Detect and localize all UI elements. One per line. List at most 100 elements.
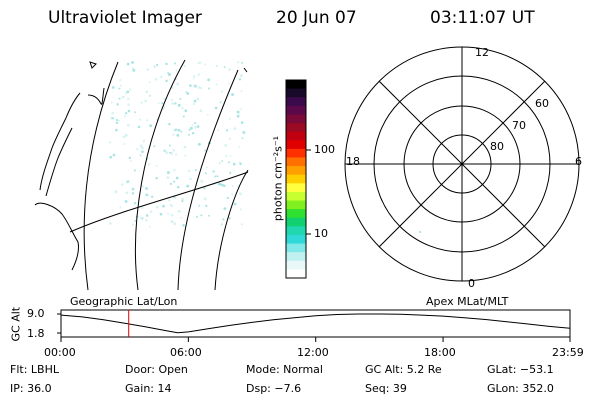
emission-dot — [145, 90, 149, 94]
emission-dot — [132, 68, 136, 72]
emission-dot — [127, 109, 131, 113]
emission-dot — [141, 217, 144, 220]
emission-dot — [218, 162, 222, 165]
emission-dot — [217, 182, 221, 186]
emission-dot — [193, 99, 197, 103]
emission-dot — [161, 102, 164, 105]
colorbar-segment — [286, 234, 306, 245]
emission-dot — [200, 214, 203, 217]
emission-dot — [134, 219, 137, 223]
emission-dot — [168, 144, 171, 147]
emission-dot — [214, 106, 218, 110]
emission-dot — [118, 87, 121, 90]
emission-dot — [149, 124, 153, 128]
colorbar-segment — [286, 105, 306, 116]
x-tick-label: 06:00 — [170, 346, 202, 359]
emission-dot — [186, 184, 190, 188]
colorbar-tick-label: 10 — [314, 227, 328, 240]
emission-dot — [192, 102, 196, 106]
parallel-line — [69, 171, 249, 233]
emission-dot — [215, 83, 218, 86]
emission-dot — [237, 61, 240, 64]
emission-dot — [232, 162, 236, 166]
colorbar-segment — [286, 217, 306, 227]
emission-dot — [118, 97, 121, 100]
emission-dot — [111, 86, 115, 89]
colorbar-frame — [285, 79, 307, 279]
app-title: Ultraviolet Imager — [48, 8, 202, 28]
emission-dot — [188, 133, 191, 136]
emission-dot — [142, 140, 145, 143]
map-label-geographic: Geographic Lat/Lon — [70, 295, 178, 308]
emission-dot — [139, 118, 142, 121]
polar-dot — [419, 231, 421, 233]
colorbar-segment — [286, 123, 306, 133]
status-dsp: Dsp: −7.6 — [246, 382, 302, 395]
emission-dot — [115, 128, 118, 132]
emission-dot — [144, 99, 147, 103]
emission-dot — [197, 86, 201, 89]
emission-dot — [133, 169, 136, 172]
emission-dot — [223, 66, 226, 69]
emission-dot — [180, 130, 183, 133]
meridian-line — [135, 59, 186, 291]
emission-dot — [228, 68, 231, 72]
x-tick-label: 00:00 — [44, 346, 76, 359]
colorbar-segment — [286, 252, 306, 262]
emission-dot — [224, 143, 228, 147]
status-door: Door: Open — [125, 363, 188, 376]
emission-dot — [128, 88, 132, 91]
polar-ring-label: 70 — [512, 119, 526, 132]
emission-dot — [125, 112, 128, 115]
emission-dot — [148, 225, 151, 228]
emission-dot — [153, 65, 156, 68]
emission-dot — [150, 195, 154, 198]
emission-dot — [110, 101, 113, 104]
emission-dot — [189, 84, 192, 87]
emission-dot — [174, 128, 178, 131]
colorbar-segment — [286, 174, 306, 184]
emission-dot — [170, 151, 174, 155]
emission-dot — [143, 139, 146, 142]
emission-dot — [197, 73, 200, 76]
emission-dot — [175, 176, 179, 180]
emission-dot — [194, 169, 198, 172]
altitude-chart-frame — [60, 309, 571, 338]
emission-dot — [242, 131, 246, 134]
emission-dot — [131, 223, 135, 226]
emission-dot — [163, 149, 166, 152]
emission-dot — [168, 151, 171, 154]
emission-dot — [228, 137, 232, 140]
emission-dot — [241, 137, 244, 140]
emission-dot — [127, 97, 130, 101]
emission-dot — [155, 205, 159, 209]
emission-dot — [166, 171, 170, 175]
aurora-emission-dots — [108, 61, 246, 228]
emission-dot — [167, 72, 170, 75]
emission-dot — [163, 97, 166, 100]
colorbar-segment — [286, 157, 306, 167]
emission-dot — [149, 210, 153, 214]
emission-dot — [127, 103, 130, 106]
emission-dot — [131, 187, 135, 191]
emission-dot — [192, 84, 195, 87]
polar-plot — [344, 46, 580, 282]
emission-dot — [240, 121, 244, 124]
emission-dot — [239, 162, 242, 166]
polar-label-top: 12 — [475, 46, 489, 59]
altitude-axis-label: GC Alt — [9, 306, 23, 342]
emission-dot — [139, 216, 142, 220]
emission-dot — [146, 68, 150, 72]
emission-dot — [221, 160, 224, 163]
x-axis-ticks — [60, 337, 571, 342]
colorbar-label: photon cm⁻²s⁻¹ — [271, 135, 285, 222]
emission-dot — [199, 109, 203, 113]
emission-dot — [212, 170, 215, 173]
colorbar-segment — [286, 114, 306, 124]
coastline — [34, 202, 79, 271]
emission-dot — [238, 78, 242, 81]
emission-dot — [225, 129, 229, 132]
status-gain: Gain: 14 — [125, 382, 172, 395]
emission-dot — [145, 187, 148, 190]
colorbar-segment — [286, 183, 306, 193]
